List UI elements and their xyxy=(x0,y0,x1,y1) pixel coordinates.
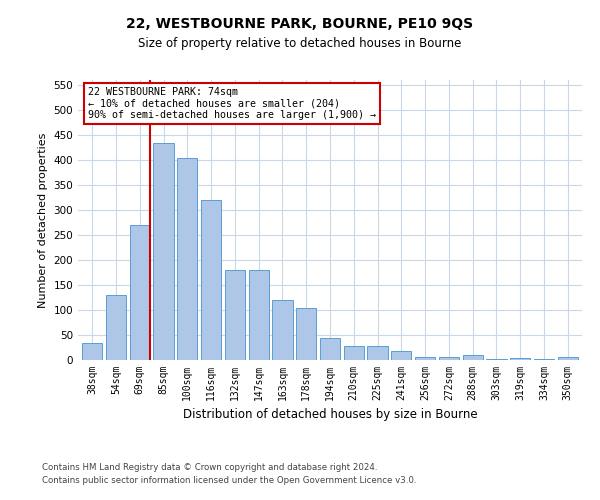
Bar xyxy=(463,355,483,360)
Bar xyxy=(82,342,103,360)
Text: Size of property relative to detached houses in Bourne: Size of property relative to detached ho… xyxy=(139,38,461,51)
Text: 22 WESTBOURNE PARK: 74sqm
← 10% of detached houses are smaller (204)
90% of semi: 22 WESTBOURNE PARK: 74sqm ← 10% of detac… xyxy=(88,87,376,120)
Bar xyxy=(487,358,506,360)
Bar xyxy=(106,295,126,360)
Bar xyxy=(320,338,340,360)
Y-axis label: Number of detached properties: Number of detached properties xyxy=(38,132,48,308)
Bar xyxy=(296,308,316,360)
Bar xyxy=(510,358,530,360)
Bar xyxy=(415,356,435,360)
X-axis label: Distribution of detached houses by size in Bourne: Distribution of detached houses by size … xyxy=(182,408,478,422)
Bar xyxy=(130,225,150,360)
Bar xyxy=(177,158,197,360)
Text: 22, WESTBOURNE PARK, BOURNE, PE10 9QS: 22, WESTBOURNE PARK, BOURNE, PE10 9QS xyxy=(127,18,473,32)
Bar xyxy=(367,346,388,360)
Bar xyxy=(557,356,578,360)
Bar xyxy=(534,358,554,360)
Bar xyxy=(201,200,221,360)
Bar xyxy=(391,351,412,360)
Bar xyxy=(154,142,173,360)
Bar xyxy=(272,300,293,360)
Bar xyxy=(439,356,459,360)
Bar xyxy=(225,270,245,360)
Bar xyxy=(248,270,269,360)
Text: Contains public sector information licensed under the Open Government Licence v3: Contains public sector information licen… xyxy=(42,476,416,485)
Text: Contains HM Land Registry data © Crown copyright and database right 2024.: Contains HM Land Registry data © Crown c… xyxy=(42,464,377,472)
Bar xyxy=(344,346,364,360)
